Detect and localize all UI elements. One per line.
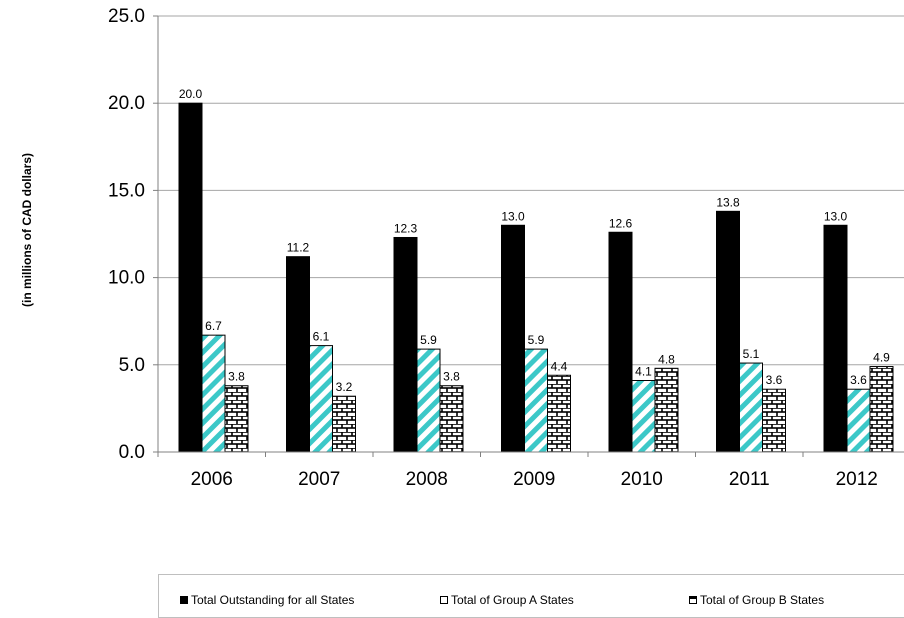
bar-group-a (739, 362, 763, 453)
y-tick-label: 0.0 (119, 442, 145, 463)
y-tick-label: 15.0 (108, 180, 145, 201)
legend-label: Total of Group A States (451, 593, 574, 607)
x-tick-label: 2011 (729, 469, 770, 490)
axes (153, 15, 904, 457)
bar-group-a (416, 348, 441, 453)
data-label-group-a: 5.9 (528, 333, 545, 347)
data-label-group-a: 5.9 (420, 333, 437, 347)
bar-group-b (654, 367, 679, 453)
y-tick-label: 20.0 (108, 93, 145, 114)
data-label-group-b: 3.2 (336, 380, 353, 394)
y-tick-label: 25.0 (108, 6, 145, 27)
bars (178, 102, 894, 453)
data-label-total-outstanding: 13.0 (501, 209, 525, 223)
y-tick-label: 10.0 (108, 268, 145, 289)
x-tick-label: 2006 (191, 469, 233, 490)
data-label-total-outstanding: 12.3 (394, 221, 418, 235)
legend-item-group-a: Total of Group A States (440, 593, 574, 607)
bar-total-outstanding (393, 236, 418, 453)
bar-total-outstanding (501, 224, 525, 453)
bar-group-a (201, 334, 226, 453)
y-tick-label: 5.0 (119, 355, 145, 376)
x-tick-label: 2008 (406, 469, 448, 490)
bar-group-b (332, 395, 356, 453)
legend-swatch-solid-icon (180, 596, 188, 604)
bar-total-outstanding (286, 256, 310, 453)
bar-total-outstanding (716, 210, 740, 453)
data-label-group-b: 4.8 (658, 352, 675, 366)
data-label-total-outstanding: 13.8 (716, 195, 740, 209)
data-label-group-b: 4.9 (873, 351, 890, 365)
data-label-total-outstanding: 13.0 (824, 209, 848, 223)
data-label-total-outstanding: 12.6 (609, 216, 633, 230)
legend-item-group-b: Total of Group B States (689, 593, 824, 607)
bar-group-b (224, 385, 249, 453)
legend-label: Total of Group B States (700, 593, 825, 607)
labels: 0.0 5.0 10.0 15.0 20.0 25.0 20.0 6.7 3.8 2006 11.2… (108, 6, 890, 490)
legend-item-total-outstanding: Total Outstanding for all States (180, 593, 354, 607)
bar-group-b (869, 366, 894, 453)
x-tick-label: 2010 (621, 469, 663, 490)
bar-chart: 0.0 5.0 10.0 15.0 20.0 25.0 20.0 6.7 3.8 2006 11.2… (108, 6, 904, 490)
data-label-total-outstanding: 20.0 (179, 87, 203, 101)
x-tick-label: 2007 (298, 469, 340, 490)
bar-total-outstanding (178, 102, 203, 453)
data-label-group-a: 6.1 (313, 330, 330, 344)
legend-swatch-stripes-icon (440, 596, 448, 604)
x-tick-label: 2012 (836, 469, 878, 490)
bar-group-b (439, 385, 464, 453)
data-label-group-a: 6.7 (205, 319, 222, 333)
data-label-group-a: 5.1 (743, 347, 760, 361)
data-label-group-a: 3.6 (850, 373, 867, 387)
data-label-group-b: 4.4 (551, 359, 568, 373)
data-label-group-b: 3.6 (766, 373, 783, 387)
y-axis-title-text: (in millions of CAD dollars) (20, 152, 34, 308)
x-tick-label: 2009 (513, 469, 555, 490)
gridlines (158, 15, 904, 366)
bar-group-a (631, 379, 656, 453)
bar-group-b (547, 374, 571, 453)
data-label-group-a: 4.1 (635, 364, 652, 378)
data-label-group-b: 3.8 (443, 370, 460, 384)
bar-group-a (846, 388, 871, 453)
bar-group-b (762, 388, 786, 453)
bar-total-outstanding (823, 224, 848, 453)
bar-total-outstanding (608, 231, 633, 453)
bar-group-a (309, 345, 333, 453)
bar-group-a (524, 348, 548, 453)
legend-swatch-brick-icon (689, 596, 697, 604)
data-label-total-outstanding: 11.2 (287, 241, 310, 255)
legend-label: Total Outstanding for all States (191, 593, 355, 607)
data-label-group-b: 3.8 (228, 370, 245, 384)
